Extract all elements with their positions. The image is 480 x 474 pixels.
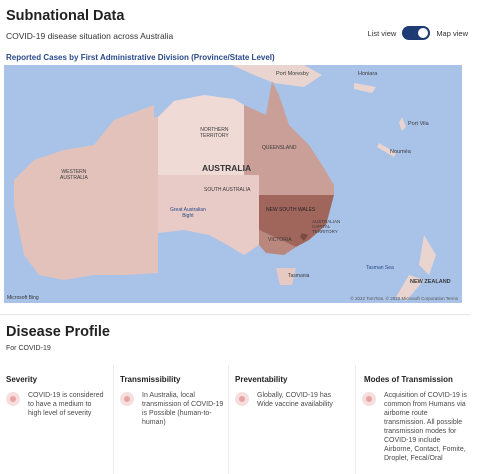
card-body: In Australia, local transmission of COVI… (142, 392, 224, 426)
label-new-south-wales: NEW SOUTH WALES (266, 207, 316, 213)
transmission-icon (120, 392, 134, 406)
papua-new-guinea (232, 65, 322, 87)
northern-territory (158, 95, 244, 175)
card-preventability: Preventability Globally, COVID-19 has Wi… (228, 365, 355, 474)
map-attribution[interactable]: © 2022 TomTom, © 2022 Microsoft Corporat… (350, 296, 458, 301)
card-body: COVID-19 is considered to have a medium … (28, 392, 104, 417)
profile-cards: Severity COVID-19 is considered to have … (0, 365, 480, 474)
card-title: Preventability (235, 375, 288, 384)
label-victoria: VICTORIA (268, 237, 292, 243)
new-caledonia (377, 143, 396, 157)
list-view-label[interactable]: List view (367, 28, 397, 38)
label-great-australian-bight: Great Australian Bight (170, 207, 206, 219)
label-port-vila: Port Vila (408, 121, 429, 127)
view-switch[interactable] (402, 26, 431, 40)
page-subtitle: COVID-19 disease situation across Austra… (6, 31, 174, 41)
disease-profile-title: Disease Profile (6, 324, 110, 340)
label-northern-territory: NORTHERN TERRITORY (200, 127, 229, 139)
label-honiara: Honiara (358, 71, 378, 77)
label-queensland: QUEENSLAND (262, 145, 297, 151)
solomon-islands (354, 83, 376, 93)
page-title: Subnational Data (6, 8, 125, 24)
severity-icon (6, 392, 20, 406)
tasmania (276, 268, 296, 285)
label-south-australia: SOUTH AUSTRALIA (204, 187, 251, 193)
card-title: Severity (6, 375, 38, 384)
vaccine-icon (235, 392, 249, 406)
label-tasman-sea: Tasman Sea (366, 265, 394, 271)
label-country: AUSTRALIA (202, 163, 252, 173)
map-view[interactable]: Port Moresby Honiara Port Vila Nouméa NO… (4, 65, 462, 303)
queensland (244, 81, 334, 195)
victoria (259, 230, 296, 255)
map-title: Reported Cases by First Administrative D… (6, 53, 275, 62)
map-canvas[interactable] (4, 65, 462, 303)
card-modes-of-transmission: Modes of Transmission Acquisition of COV… (355, 365, 480, 474)
card-body: Acquisition of COVID-19 is common from H… (384, 392, 467, 462)
map-view-label[interactable]: Map view (436, 28, 468, 38)
new-zealand-south (396, 275, 424, 301)
card-transmissibility: Transmissibility In Australia, local tra… (113, 365, 228, 474)
disease-profile-subtitle: For COVID-19 (6, 345, 51, 352)
label-new-zealand: NEW ZEALAND (410, 279, 451, 285)
label-western-australia: WESTERN AUSTRALIA (60, 169, 88, 181)
card-title: Transmissibility (120, 375, 181, 384)
card-title: Modes of Transmission (364, 375, 453, 384)
south-australia (158, 175, 259, 255)
new-zealand-north (419, 235, 436, 275)
section-divider (0, 314, 470, 315)
card-body: Globally, COVID-19 has Wide vaccine avai… (257, 392, 333, 408)
switch-knob (418, 28, 429, 38)
label-tasmania: Tasmania (288, 273, 310, 279)
label-act: AUSTRALIAN CAPITAL TERRITORY (312, 219, 341, 234)
bing-logo[interactable]: Microsoft Bing (7, 295, 39, 301)
act (300, 233, 308, 241)
card-severity: Severity COVID-19 is considered to have … (0, 365, 112, 474)
new-south-wales (259, 195, 334, 247)
header: Subnational Data COVID-19 disease situat… (6, 8, 474, 42)
label-noumea: Nouméa (390, 149, 411, 155)
vanuatu (399, 117, 406, 131)
western-australia (14, 105, 158, 280)
label-port-moresby: Port Moresby (276, 71, 309, 77)
modes-icon (362, 392, 376, 406)
view-toggle: List view Map view (368, 24, 468, 42)
